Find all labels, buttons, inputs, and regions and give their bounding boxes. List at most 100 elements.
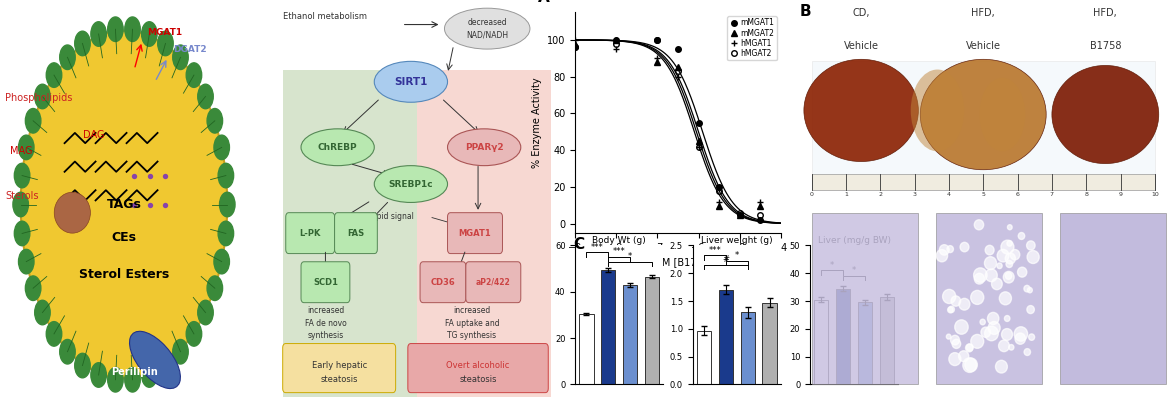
Text: SREBP1c: SREBP1c — [389, 180, 433, 189]
Circle shape — [965, 344, 973, 352]
Circle shape — [1016, 333, 1025, 344]
Circle shape — [985, 269, 997, 282]
Circle shape — [218, 163, 234, 188]
Ellipse shape — [375, 166, 447, 202]
FancyBboxPatch shape — [811, 174, 1155, 190]
Circle shape — [124, 17, 140, 41]
Text: Phospholipids: Phospholipids — [5, 93, 73, 103]
Circle shape — [26, 108, 41, 133]
Circle shape — [936, 249, 947, 262]
Text: PPARγ2: PPARγ2 — [465, 143, 504, 152]
Point — [141, 201, 160, 208]
Circle shape — [985, 257, 997, 270]
Circle shape — [1008, 344, 1014, 350]
mMGAT2 — [609, 38, 623, 43]
mMGAT2 — [733, 212, 747, 217]
Circle shape — [1018, 232, 1025, 239]
hMGAT2 — [711, 188, 726, 193]
Text: *: * — [830, 261, 835, 270]
Text: FA de novo: FA de novo — [304, 319, 346, 328]
Ellipse shape — [54, 192, 90, 233]
Circle shape — [987, 312, 999, 325]
Circle shape — [999, 340, 1010, 352]
Circle shape — [75, 353, 90, 378]
Bar — [741, 312, 755, 384]
Text: FAS: FAS — [348, 229, 364, 238]
Text: 1: 1 — [844, 192, 848, 197]
Circle shape — [13, 192, 28, 217]
mMGAT1 — [691, 120, 706, 125]
Text: HFD,: HFD, — [971, 8, 996, 18]
Bar — [836, 288, 850, 384]
FancyBboxPatch shape — [283, 344, 396, 393]
Circle shape — [207, 276, 223, 301]
Circle shape — [954, 320, 969, 334]
Circle shape — [60, 339, 75, 364]
Text: 0: 0 — [810, 192, 814, 197]
Bar — [879, 297, 895, 384]
hMGAT1 — [568, 38, 582, 43]
Text: 6: 6 — [1016, 192, 1019, 197]
hMGAT1 — [711, 200, 726, 204]
Text: B1758: B1758 — [1089, 41, 1121, 51]
Circle shape — [985, 245, 994, 255]
mMGAT1 — [609, 38, 623, 43]
Ellipse shape — [920, 59, 1046, 170]
Bar — [579, 314, 594, 384]
FancyBboxPatch shape — [407, 344, 548, 393]
Circle shape — [142, 22, 157, 46]
Text: TG synthesis: TG synthesis — [447, 331, 497, 340]
Text: HFD,: HFD, — [1093, 8, 1118, 18]
Circle shape — [157, 353, 174, 378]
Text: 5: 5 — [981, 192, 985, 197]
Circle shape — [35, 300, 50, 325]
Circle shape — [1014, 327, 1027, 341]
hMGAT1 — [609, 47, 623, 52]
Text: steatosis: steatosis — [459, 375, 497, 384]
Circle shape — [1026, 241, 1035, 250]
Text: DGAT2: DGAT2 — [173, 45, 207, 54]
Text: MAG: MAG — [11, 146, 33, 156]
Text: ChREBP: ChREBP — [318, 143, 357, 152]
Point — [156, 201, 175, 208]
Circle shape — [1001, 240, 1014, 254]
Circle shape — [1027, 306, 1034, 314]
Circle shape — [951, 296, 960, 306]
Bar — [645, 276, 660, 384]
hMGAT2 — [568, 45, 582, 50]
Circle shape — [46, 321, 62, 346]
Circle shape — [971, 290, 984, 304]
hMGAT1 — [691, 144, 706, 149]
Circle shape — [985, 326, 998, 341]
Circle shape — [1027, 251, 1039, 263]
mMGAT2 — [650, 60, 664, 65]
Text: Sterols: Sterols — [5, 191, 39, 201]
Circle shape — [1010, 249, 1020, 260]
Text: MGAT1: MGAT1 — [459, 229, 492, 238]
Title: Liver weight (g): Liver weight (g) — [701, 236, 772, 245]
mMGAT1 — [568, 45, 582, 50]
Line: mMGAT2: mMGAT2 — [573, 37, 763, 218]
Text: CD36: CD36 — [431, 278, 456, 287]
Text: CEs: CEs — [112, 231, 136, 244]
Circle shape — [965, 358, 978, 371]
Line: mMGAT1: mMGAT1 — [573, 37, 763, 223]
Circle shape — [1004, 271, 1014, 283]
FancyBboxPatch shape — [301, 262, 350, 303]
Text: 3: 3 — [912, 192, 917, 197]
Text: lipid signal: lipid signal — [372, 212, 413, 221]
Bar — [623, 285, 637, 384]
Circle shape — [1024, 285, 1030, 292]
Circle shape — [997, 263, 1003, 269]
hMGAT1 — [650, 56, 664, 61]
Text: ***: *** — [708, 246, 721, 255]
Circle shape — [108, 368, 123, 392]
Circle shape — [971, 335, 984, 348]
Text: Vehicle: Vehicle — [844, 41, 878, 51]
hMGAT2 — [650, 38, 664, 43]
mMGAT1 — [672, 47, 686, 52]
Text: DAG: DAG — [82, 130, 104, 140]
Circle shape — [90, 22, 107, 46]
Circle shape — [90, 363, 107, 387]
Circle shape — [946, 334, 951, 339]
